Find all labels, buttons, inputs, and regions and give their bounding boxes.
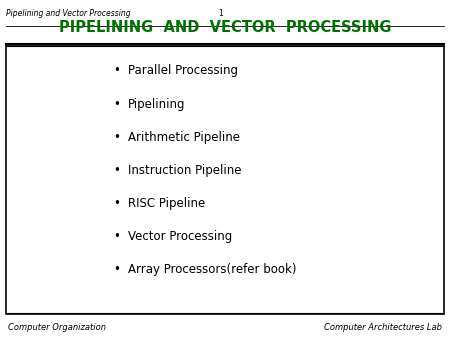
Bar [6,45,444,314]
Text: Arithmetic Pipeline: Arithmetic Pipeline [128,131,240,144]
Text: •: • [113,263,120,276]
Text: Computer Organization: Computer Organization [8,323,106,332]
Text: Parallel Processing: Parallel Processing [128,65,238,77]
Text: Instruction Pipeline: Instruction Pipeline [128,164,242,177]
Text: Vector Processing: Vector Processing [128,230,233,243]
Text: •: • [113,197,120,210]
Text: Pipelining and Vector Processing: Pipelining and Vector Processing [6,9,130,18]
Text: •: • [113,131,120,144]
Text: •: • [113,164,120,177]
Text: Pipelining: Pipelining [128,98,186,111]
Text: •: • [113,98,120,111]
Text: •: • [113,65,120,77]
Text: PIPELINING  AND  VECTOR  PROCESSING: PIPELINING AND VECTOR PROCESSING [59,20,391,35]
Text: 1: 1 [218,9,223,18]
Text: •: • [113,230,120,243]
Text: Array Processors(refer book): Array Processors(refer book) [128,263,297,276]
Text: Computer Architectures Lab: Computer Architectures Lab [324,323,442,332]
Text: RISC Pipeline: RISC Pipeline [128,197,206,210]
